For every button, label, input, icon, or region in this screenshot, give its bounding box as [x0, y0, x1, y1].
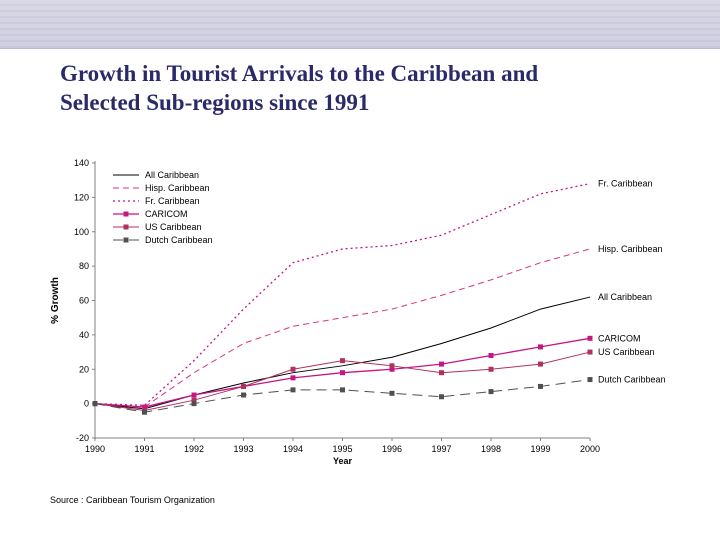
- svg-text:Dutch Caribbean: Dutch Caribbean: [145, 235, 213, 245]
- svg-text:0: 0: [84, 399, 89, 409]
- svg-text:1999: 1999: [530, 444, 550, 454]
- svg-text:1997: 1997: [431, 444, 451, 454]
- svg-text:Dutch Caribbean: Dutch Caribbean: [598, 375, 666, 385]
- svg-text:CARICOM: CARICOM: [145, 209, 188, 219]
- svg-text:2000: 2000: [580, 444, 600, 454]
- decorative-header: [0, 0, 720, 49]
- svg-text:1992: 1992: [184, 444, 204, 454]
- svg-text:140: 140: [74, 158, 89, 168]
- svg-text:All Caribbean: All Caribbean: [598, 292, 652, 302]
- svg-text:Hisp. Caribbean: Hisp. Caribbean: [145, 183, 210, 193]
- svg-text:20: 20: [79, 364, 89, 374]
- svg-text:1993: 1993: [233, 444, 253, 454]
- svg-text:1991: 1991: [134, 444, 154, 454]
- svg-text:1995: 1995: [332, 444, 352, 454]
- svg-text:Year: Year: [333, 456, 353, 466]
- svg-text:All Caribbean: All Caribbean: [145, 170, 199, 180]
- source-caption: Source : Caribbean Tourism Organization: [50, 495, 215, 505]
- svg-text:60: 60: [79, 296, 89, 306]
- svg-text:100: 100: [74, 227, 89, 237]
- svg-text:US Caribbean: US Caribbean: [598, 347, 655, 357]
- svg-text:1996: 1996: [382, 444, 402, 454]
- svg-text:CARICOM: CARICOM: [598, 333, 641, 343]
- svg-text:1994: 1994: [283, 444, 303, 454]
- svg-text:80: 80: [79, 261, 89, 271]
- svg-text:120: 120: [74, 192, 89, 202]
- growth-chart: -20 0 20 40 60 80 100 120 140 1990 1991 1992 1993 199…: [40, 158, 690, 478]
- svg-text:Fr. Caribbean: Fr. Caribbean: [145, 196, 200, 206]
- svg-text:-20: -20: [76, 433, 89, 443]
- svg-text:% Growth: % Growth: [50, 277, 61, 324]
- title-line-2: Selected Sub-regions since 1991: [60, 90, 369, 115]
- svg-text:40: 40: [79, 330, 89, 340]
- svg-text:Hisp. Caribbean: Hisp. Caribbean: [598, 244, 663, 254]
- svg-text:Fr. Caribbean: Fr. Caribbean: [598, 179, 653, 189]
- page-title: Growth in Tourist Arrivals to the Caribb…: [60, 60, 680, 118]
- svg-text:1990: 1990: [85, 444, 105, 454]
- svg-text:US Caribbean: US Caribbean: [145, 222, 202, 232]
- title-line-1: Growth in Tourist Arrivals to the Caribb…: [60, 61, 538, 86]
- svg-text:1998: 1998: [481, 444, 501, 454]
